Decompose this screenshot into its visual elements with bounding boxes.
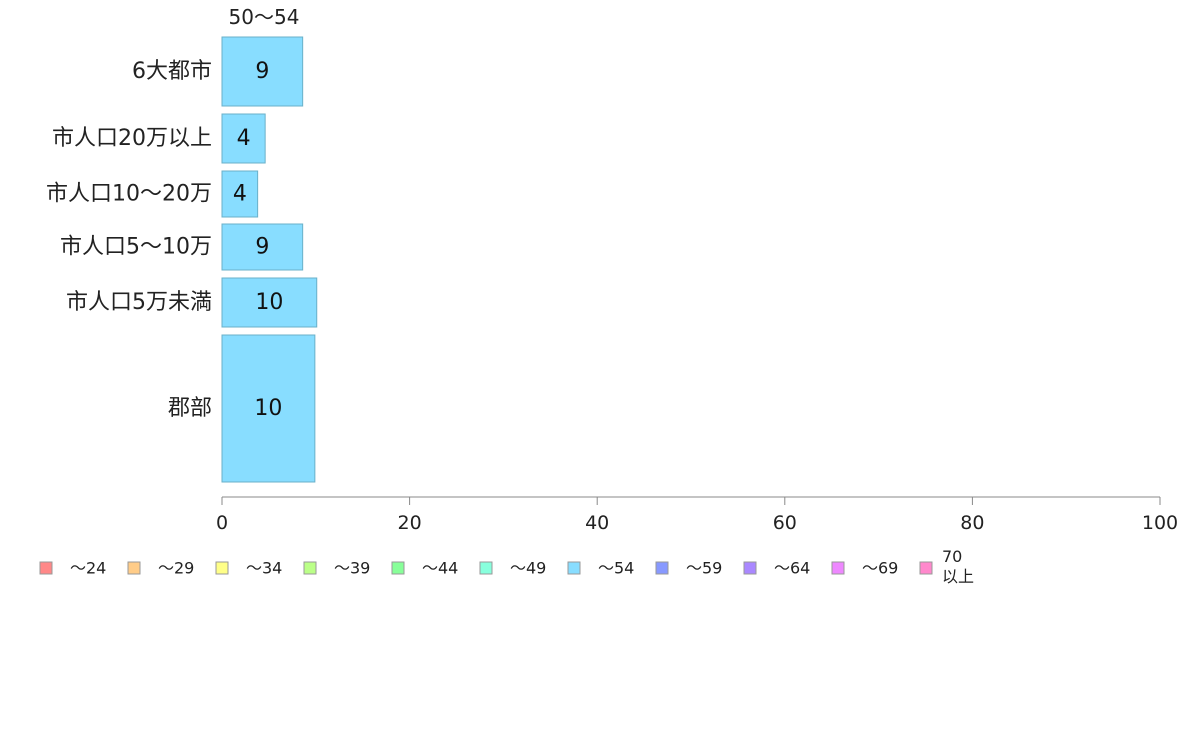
legend-label: 〜49 <box>510 559 546 578</box>
legend-label: 〜69 <box>862 559 898 578</box>
x-tick-label: 20 <box>398 512 422 534</box>
series-label: 50〜54 <box>229 5 300 29</box>
bar-value-label: 4 <box>233 182 247 207</box>
x-tick-label: 0 <box>216 512 228 534</box>
category-label: 市人口20万以上 <box>52 126 212 151</box>
legend-swatch <box>215 561 229 575</box>
bar <box>221 170 259 218</box>
bars: 6大都市 9 市人口20万以上 4 市人口10〜20万 4 市人口5〜10万 9 市人口5万未満… <box>46 36 318 483</box>
bar-value-label: 10 <box>254 396 282 421</box>
x-tick-label: 60 <box>773 512 797 534</box>
bar <box>221 277 318 328</box>
bar-value-label: 9 <box>255 59 269 84</box>
legend-swatch <box>39 561 53 575</box>
bar-value-label: 10 <box>255 290 283 315</box>
legend-swatch <box>391 561 405 575</box>
x-axis: 0 20 40 60 80 100 <box>216 496 1178 534</box>
bar <box>221 334 316 483</box>
category-label: 市人口5万未満 <box>66 290 212 315</box>
legend-label: 〜44 <box>422 559 458 578</box>
category-label: 市人口10〜20万 <box>46 182 212 207</box>
bar-value-label: 9 <box>255 235 269 260</box>
category-label: 市人口5〜10万 <box>60 235 212 260</box>
legend-label: 〜34 <box>246 559 282 578</box>
legend-label: 〜64 <box>774 559 810 578</box>
bar <box>221 223 304 271</box>
legend-label: 〜59 <box>686 559 722 578</box>
legend-label: 〜29 <box>158 559 194 578</box>
legend-swatch <box>479 561 493 575</box>
legend-swatch <box>127 561 141 575</box>
legend-label: 70 以上 <box>942 547 974 586</box>
x-tick-label: 100 <box>1142 512 1178 534</box>
legend-swatch <box>919 561 933 575</box>
legend-swatch <box>831 561 845 575</box>
legend-swatch <box>303 561 317 575</box>
legend-label: 〜54 <box>598 559 634 578</box>
bar <box>221 36 304 107</box>
bar <box>221 113 266 164</box>
legend-swatch <box>567 561 581 575</box>
legend-label: 〜24 <box>70 559 106 578</box>
legend-label: 〜39 <box>334 559 370 578</box>
legend-swatch <box>743 561 757 575</box>
x-tick-label: 40 <box>585 512 609 534</box>
legend-swatch <box>655 561 669 575</box>
category-label: 郡部 <box>168 396 212 421</box>
x-tick-label: 80 <box>960 512 984 534</box>
legend: 〜24 〜29 〜34 〜39 〜44 〜49 〜54 〜59 〜64 〜69 70 以上 <box>39 547 974 586</box>
bar-value-label: 4 <box>237 126 251 151</box>
category-label: 6大都市 <box>132 59 212 84</box>
